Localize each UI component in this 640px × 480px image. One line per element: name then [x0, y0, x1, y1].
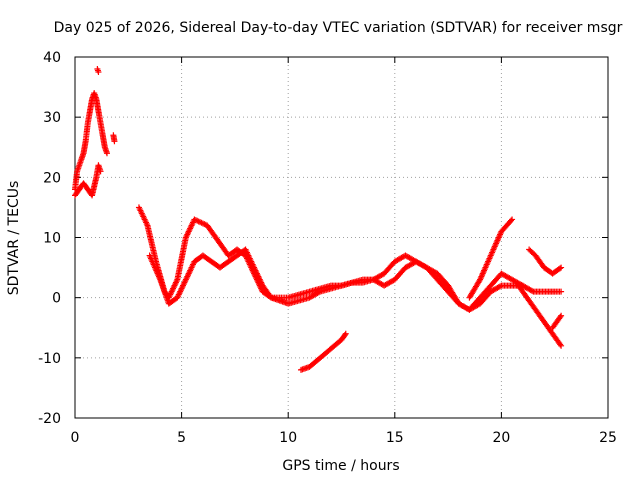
y-tick-label: 0 — [52, 291, 61, 307]
series-arc-h — [526, 246, 565, 277]
y-tick-label: -10 — [38, 351, 61, 367]
series-arc-d — [110, 132, 118, 145]
series-arc-k — [297, 330, 349, 373]
x-tick-label: 25 — [599, 430, 617, 446]
data-point — [558, 264, 565, 271]
x-tick-label: 15 — [386, 430, 404, 446]
y-tick-label: 10 — [43, 231, 61, 247]
series-arc-f — [146, 246, 526, 313]
data-point — [529, 287, 536, 294]
series-arc-a — [72, 90, 110, 193]
y-tick-label: 40 — [43, 50, 61, 66]
data-point — [342, 330, 349, 337]
data-point — [557, 314, 564, 321]
series-arc-g — [466, 216, 516, 301]
plot-frame — [74, 56, 609, 419]
data-points — [72, 66, 565, 373]
x-tick-label: 10 — [279, 430, 297, 446]
data-point — [103, 150, 110, 157]
grid — [75, 57, 608, 418]
x-tick-label: 20 — [492, 430, 510, 446]
x-tick-label: 0 — [71, 430, 80, 446]
data-point — [111, 138, 118, 145]
y-axis-label: SDTVAR / TECUs — [6, 181, 22, 296]
axis-ticks: 0 5 10 15 20 25 -20 -10 0 10 20 30 40 — [38, 50, 617, 446]
data-point — [558, 342, 565, 349]
series-arc-j — [549, 312, 565, 331]
series-arc-b — [72, 162, 104, 199]
data-point — [497, 283, 504, 290]
data-point — [557, 341, 564, 348]
data-point — [341, 331, 348, 338]
x-axis-label: GPS time / hours — [282, 458, 399, 474]
data-point — [315, 289, 322, 296]
chart-title: Day 025 of 2026, Sidereal Day-to-day VTE… — [54, 20, 623, 36]
data-point — [507, 217, 514, 224]
data-point — [558, 312, 565, 319]
series-arc-c — [94, 66, 102, 76]
y-tick-label: 30 — [43, 110, 61, 126]
data-point — [95, 69, 102, 76]
x-tick-label: 5 — [177, 430, 186, 446]
y-tick-label: -20 — [38, 411, 61, 427]
y-tick-label: 20 — [43, 170, 61, 186]
data-point — [97, 168, 104, 175]
data-point — [556, 265, 563, 272]
data-point — [509, 216, 516, 223]
data-point — [558, 288, 565, 295]
series-arc-i — [515, 282, 565, 349]
